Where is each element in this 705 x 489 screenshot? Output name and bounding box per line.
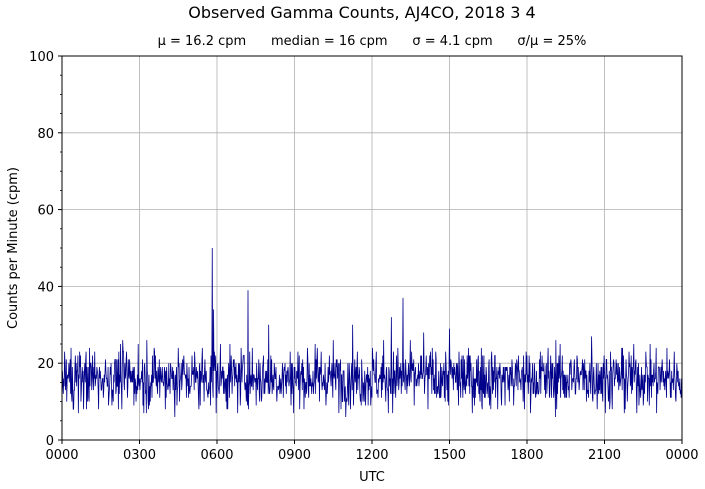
x-tick-label: 0600 — [200, 448, 233, 463]
y-tick-label: 40 — [37, 280, 54, 295]
x-tick-label: 1500 — [433, 448, 466, 463]
series-line — [61, 247, 682, 417]
axis-ticks: 0 20 40 60 80 100 0000 0300 0600 0900 1200 1500 1800… — [29, 50, 698, 463]
x-tick-label: 0900 — [278, 448, 311, 463]
x-tick-label: 1200 — [355, 448, 388, 463]
chart-title: Observed Gamma Counts, AJ4CO, 2018 3 4 — [188, 3, 535, 22]
x-axis-label: UTC — [359, 470, 385, 485]
y-tick-label: 20 — [37, 357, 54, 372]
y-axis-label: Counts per Minute (cpm) — [6, 167, 21, 329]
x-tick-label: 0000 — [665, 448, 698, 463]
y-tick-label: 100 — [29, 50, 54, 65]
y-tick-label: 80 — [37, 127, 54, 142]
series-line-group — [61, 247, 682, 417]
x-tick-label: 0300 — [123, 448, 156, 463]
x-tick-label: 0000 — [45, 448, 78, 463]
chart-subtitle: μ = 16.2 cpm median = 16 cpm σ = 4.1 cpm… — [158, 34, 587, 49]
x-tick-label: 1800 — [510, 448, 543, 463]
x-tick-label: 2100 — [588, 448, 621, 463]
y-tick-label: 60 — [37, 204, 54, 219]
y-tick-label: 0 — [46, 434, 54, 449]
